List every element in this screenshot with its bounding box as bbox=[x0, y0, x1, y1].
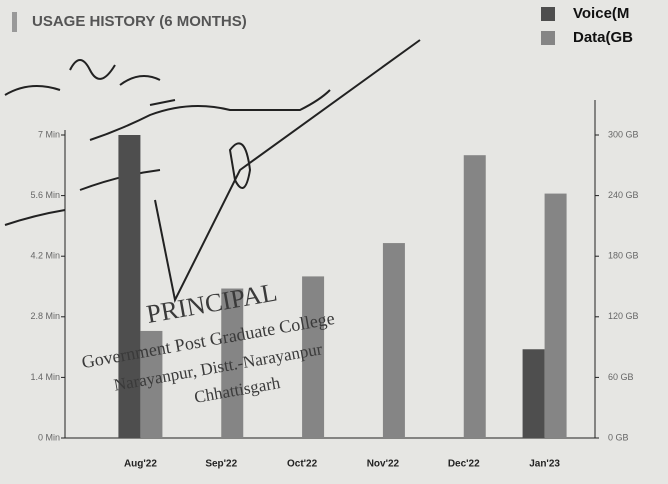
x-tick-label: Jan'23 bbox=[529, 459, 560, 470]
bar bbox=[118, 135, 141, 438]
legend-swatch bbox=[541, 7, 555, 21]
y-tick-label: 5.6 Min bbox=[30, 190, 60, 200]
x-tick-label: Nov'22 bbox=[367, 459, 400, 470]
legend-label: Voice(M bbox=[573, 5, 629, 22]
y2-tick-label: 120 GB bbox=[608, 311, 639, 321]
legend-swatch bbox=[541, 31, 555, 45]
y-tick-label: 2.8 Min bbox=[30, 311, 60, 321]
legend-label: Data(GB bbox=[573, 29, 633, 46]
title-icon bbox=[12, 12, 17, 32]
bar bbox=[544, 193, 567, 438]
bar bbox=[221, 288, 244, 438]
x-tick-label: Sep'22 bbox=[205, 459, 237, 470]
bar bbox=[522, 349, 545, 438]
y2-tick-label: 60 GB bbox=[608, 372, 634, 382]
y-tick-label: 4.2 Min bbox=[30, 251, 60, 261]
bar bbox=[382, 243, 405, 438]
chart-title: USAGE HISTORY (6 MONTHS) bbox=[32, 13, 247, 30]
y2-tick-label: 0 GB bbox=[608, 432, 629, 442]
y-tick-label: 0 Min bbox=[38, 432, 60, 442]
y-tick-label: 7 Min bbox=[38, 129, 60, 139]
bar bbox=[463, 155, 486, 438]
y2-tick-label: 300 GB bbox=[608, 129, 639, 139]
bar bbox=[302, 276, 325, 438]
x-tick-label: Oct'22 bbox=[287, 459, 318, 470]
handwriting bbox=[4, 39, 421, 304]
x-tick-label: Aug'22 bbox=[124, 459, 157, 470]
y2-tick-label: 240 GB bbox=[608, 190, 639, 200]
y2-tick-label: 180 GB bbox=[608, 251, 639, 261]
y-tick-label: 1.4 Min bbox=[30, 372, 60, 382]
bar bbox=[140, 330, 163, 438]
x-tick-label: Dec'22 bbox=[448, 459, 480, 470]
